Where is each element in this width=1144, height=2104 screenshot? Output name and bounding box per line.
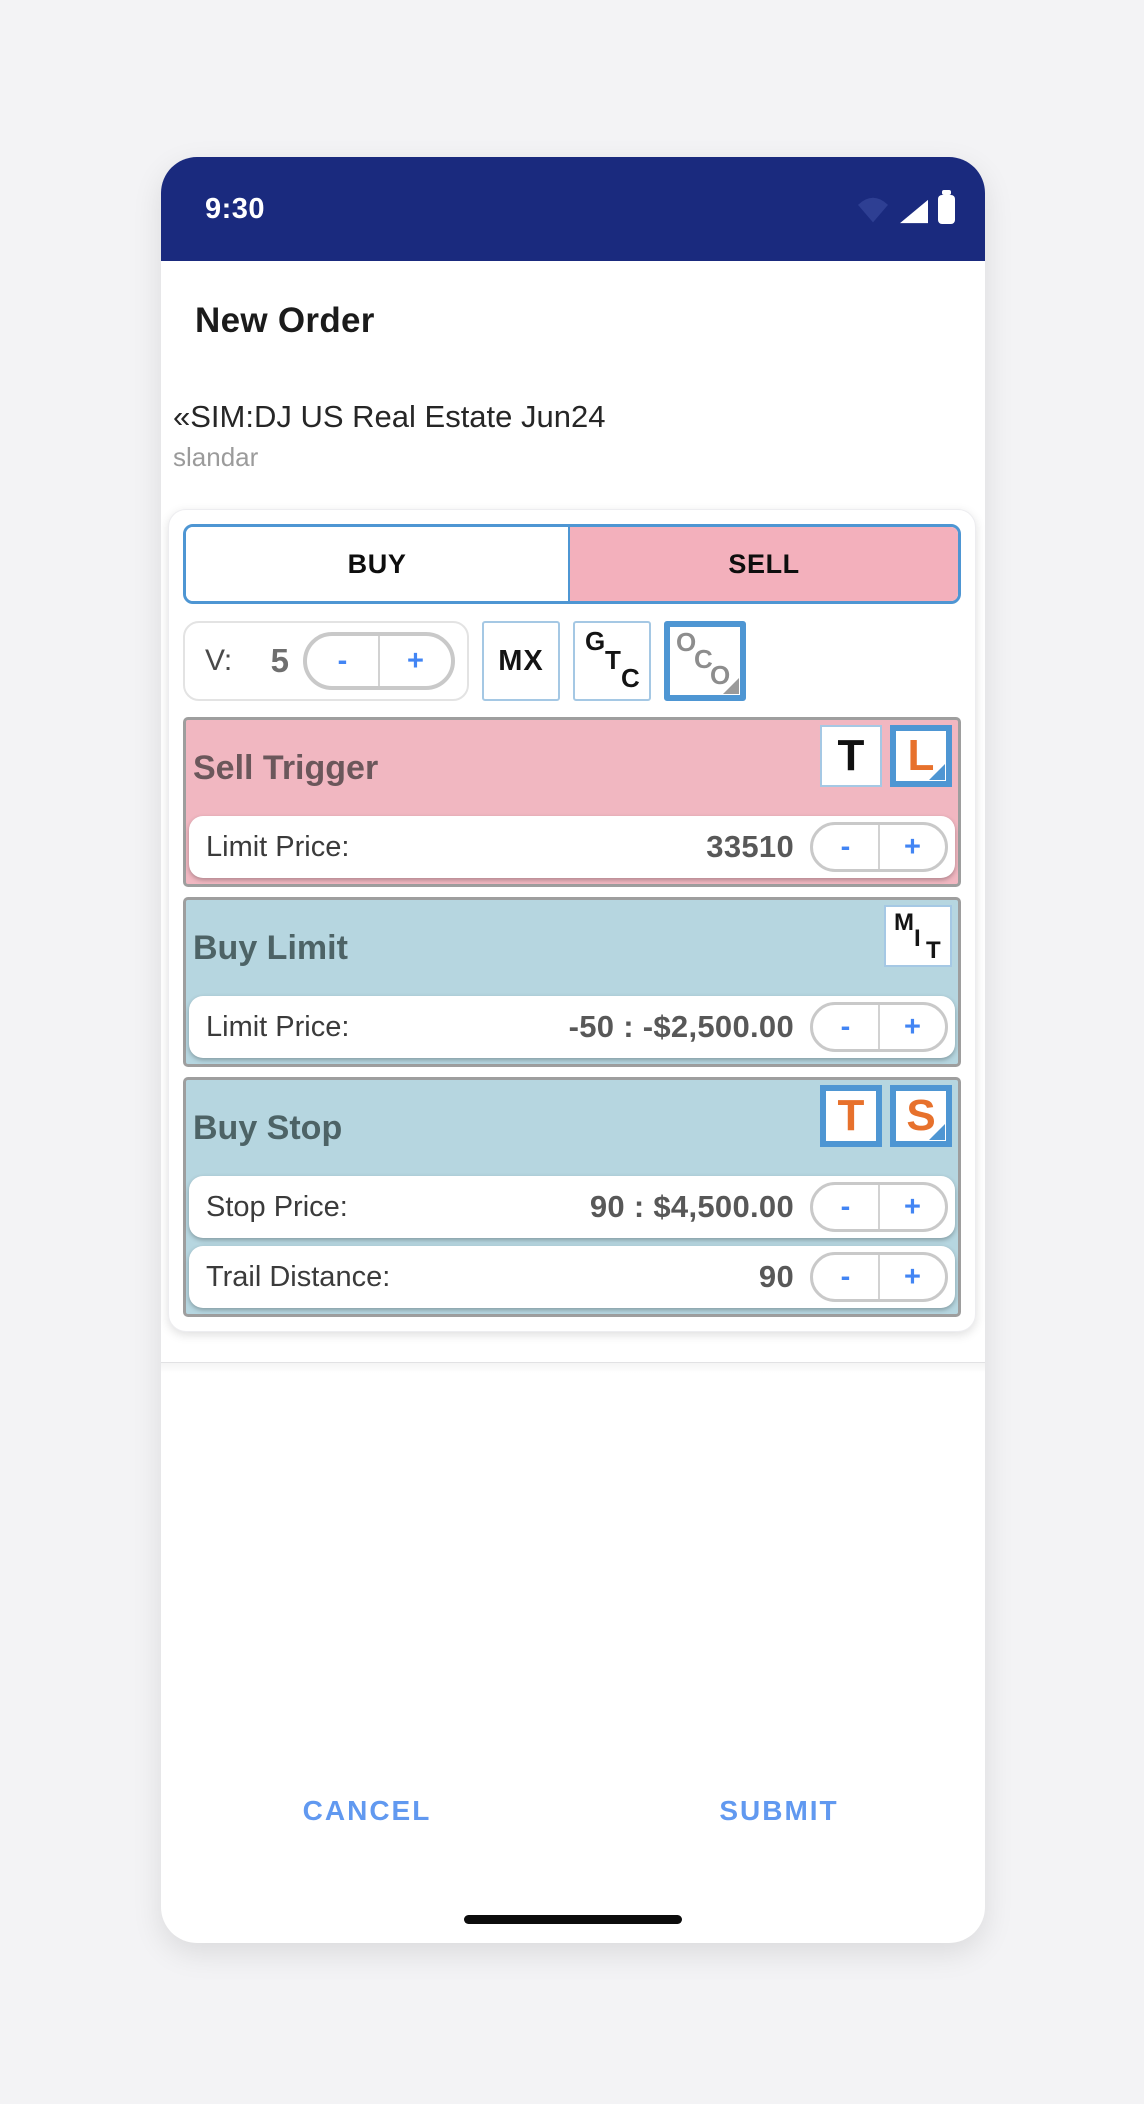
trail-distance-plus-button[interactable]: + (904, 1260, 921, 1293)
limit-price-value[interactable]: -50 : -$2,500.00 (568, 1009, 794, 1044)
t-order-icon: T (837, 731, 865, 780)
status-time: 9:30 (205, 192, 266, 225)
stop-type-s-button[interactable]: S (890, 1085, 952, 1147)
limit-price-minus-button[interactable]: - (813, 825, 880, 869)
instrument-symbol: «SIM:DJ US Real Estate Jun24 (173, 399, 606, 434)
volume-value[interactable]: 5 (270, 642, 289, 679)
sell-trigger-header: Sell Trigger T L (189, 720, 955, 816)
stop-price-plus-button[interactable]: + (904, 1190, 921, 1223)
buy-stop-section: Buy Stop T S Stop Price: 90 : $4,500.00 (183, 1077, 961, 1317)
buy-stop-header: Buy Stop T S (189, 1080, 955, 1176)
buy-sell-toggle: BUY SELL (183, 524, 961, 604)
status-icons (856, 190, 955, 224)
volume-and-ordertype-row: V: 5 - + MX G T C O C O (183, 621, 961, 701)
stop-price-value[interactable]: 90 : $4,500.00 (589, 1189, 794, 1224)
home-indicator[interactable] (464, 1915, 682, 1924)
volume-minus-button[interactable]: - (307, 636, 380, 686)
oco-letter: C (694, 644, 713, 674)
order-card: BUY SELL V: 5 - + MX G T C O C O (168, 509, 976, 1332)
limit-type-l-button[interactable]: L (890, 725, 952, 787)
gtc-order-type-button[interactable]: G T C (573, 621, 651, 701)
buy-stop-title: Buy Stop (193, 1108, 343, 1147)
buy-stop-type-icons: T S (820, 1085, 952, 1147)
sell-trigger-title: Sell Trigger (193, 748, 379, 787)
trail-distance-value[interactable]: 90 (758, 1259, 794, 1294)
oco-letter: O (676, 627, 697, 657)
gtc-letter: T (605, 645, 621, 675)
limit-price-label: Limit Price: (206, 830, 350, 863)
mx-order-type-button[interactable]: MX (482, 621, 560, 701)
cellular-signal-icon (900, 199, 928, 224)
cancel-button[interactable]: CANCEL (302, 1795, 432, 1826)
volume-field: V: 5 - + (183, 621, 469, 701)
buy-tab[interactable]: BUY (186, 527, 569, 601)
battery-icon (938, 190, 955, 224)
buy-limit-title: Buy Limit (193, 928, 348, 967)
volume-stepper: - + (303, 632, 455, 690)
mit-type-button[interactable]: M I T (884, 905, 952, 967)
limit-price-plus-button[interactable]: + (904, 830, 921, 863)
sell-trigger-limit-price-row: Limit Price: 33510 - + (189, 816, 955, 878)
buy-limit-price-stepper: - + (810, 1002, 948, 1052)
buy-limit-type-icons: M I T (884, 905, 952, 967)
content-divider (161, 1362, 985, 1373)
oco-order-type-button[interactable]: O C O (664, 621, 746, 701)
instrument-subtitle: slandar (173, 442, 259, 472)
gtc-letter: C (621, 663, 640, 693)
s-corner-marker (929, 1124, 945, 1140)
volume-plus-button[interactable]: + (407, 644, 424, 677)
mit-letter: M (894, 909, 914, 936)
trail-distance-stepper: - + (810, 1252, 948, 1302)
page-title: New Order (195, 301, 375, 340)
buy-limit-header: Buy Limit M I T (189, 900, 955, 996)
gtc-letter: G (585, 626, 606, 656)
trail-distance-label: Trail Distance: (206, 1260, 391, 1293)
sell-trigger-section: Sell Trigger T L Limit Price: 33510 (183, 717, 961, 887)
trail-distance-minus-button[interactable]: - (813, 1255, 880, 1299)
limit-price-label: Limit Price: (206, 1010, 350, 1043)
submit-button[interactable]: SUBMIT (719, 1795, 839, 1826)
t-order-icon: T (837, 1091, 865, 1140)
phone-screen: 9:30 New Order «SIM:DJ US Real Estate Ju… (161, 157, 985, 1943)
volume-label: V: (205, 644, 233, 677)
sell-trigger-type-icons: T L (820, 725, 952, 787)
stop-price-label: Stop Price: (206, 1190, 348, 1223)
order-sections: Sell Trigger T L Limit Price: 33510 (183, 717, 961, 1317)
l-corner-marker (929, 764, 945, 780)
trail-distance-row: Trail Distance: 90 - + (189, 1246, 955, 1308)
limit-price-stepper: - + (810, 822, 948, 872)
buy-limit-plus-button[interactable]: + (904, 1010, 921, 1043)
wifi-icon (858, 197, 888, 223)
stop-price-stepper: - + (810, 1182, 948, 1232)
mit-letter: T (926, 937, 941, 964)
trail-type-t-button[interactable]: T (820, 1085, 882, 1147)
stop-price-minus-button[interactable]: - (813, 1185, 880, 1229)
oco-corner-marker (723, 678, 739, 694)
footer-actions: CANCEL SUBMIT (161, 1795, 985, 1827)
trigger-type-t-button[interactable]: T (820, 725, 882, 787)
status-bar: 9:30 (161, 157, 985, 261)
buy-limit-minus-button[interactable]: - (813, 1005, 880, 1049)
buy-limit-section: Buy Limit M I T Limit Price: -50 : -$2,5… (183, 897, 961, 1067)
buy-limit-price-row: Limit Price: -50 : -$2,500.00 - + (189, 996, 955, 1058)
mit-letter: I (914, 925, 921, 952)
limit-price-value[interactable]: 33510 (706, 829, 794, 864)
stop-price-row: Stop Price: 90 : $4,500.00 - + (189, 1176, 955, 1238)
sell-tab[interactable]: SELL (568, 527, 958, 601)
